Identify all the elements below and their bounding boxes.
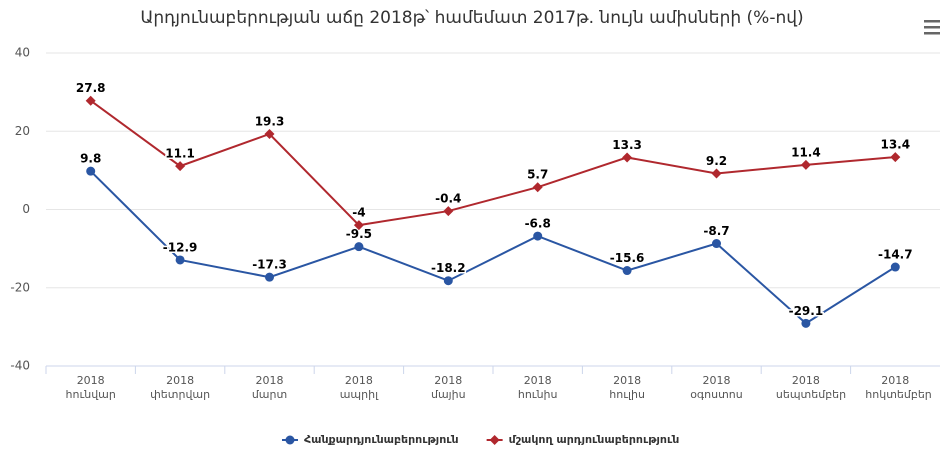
point bbox=[890, 152, 901, 163]
point bbox=[353, 220, 364, 231]
data-label: 11.1 bbox=[165, 147, 195, 161]
point bbox=[532, 182, 543, 193]
point bbox=[86, 166, 96, 176]
point bbox=[800, 159, 811, 170]
x-tick-label: 2018 մայիս bbox=[430, 374, 466, 401]
point bbox=[622, 152, 633, 163]
menu-icon[interactable] bbox=[924, 20, 940, 35]
data-label: -0.4 bbox=[435, 192, 461, 206]
point bbox=[175, 255, 185, 265]
data-label: -8.7 bbox=[703, 224, 729, 238]
x-tick-label: 2018 հոկտեմբեր bbox=[865, 374, 932, 401]
data-label: 27.8 bbox=[76, 81, 106, 95]
data-label: -29.1 bbox=[789, 304, 824, 318]
point bbox=[85, 95, 96, 106]
point bbox=[265, 272, 274, 282]
point bbox=[354, 242, 364, 252]
point bbox=[890, 262, 900, 272]
x-tick-label: 2018 սեպտեմբեր bbox=[775, 374, 847, 401]
data-label: -9.5 bbox=[346, 227, 372, 241]
data-label: 19.3 bbox=[255, 114, 285, 128]
x-tick-label: 2018 հուլիս bbox=[609, 374, 645, 401]
point bbox=[175, 161, 186, 172]
data-label: 13.3 bbox=[612, 138, 642, 152]
point bbox=[801, 318, 811, 328]
legend-marker bbox=[285, 435, 295, 445]
data-label: -18.2 bbox=[431, 261, 466, 275]
data-label: 9.8 bbox=[80, 152, 101, 166]
chart-title: Արդյունաբերության աճը 2018թ՝ համեմատ 201… bbox=[140, 8, 803, 28]
data-label: 11.4 bbox=[791, 145, 821, 159]
data-label: 5.7 bbox=[527, 168, 548, 182]
y-tick-label: -20 bbox=[10, 280, 30, 294]
data-label: -15.6 bbox=[610, 251, 645, 265]
data-label: 13.4 bbox=[880, 138, 910, 152]
y-tick-label: 40 bbox=[15, 46, 30, 60]
series-line bbox=[90, 99, 896, 227]
point bbox=[712, 239, 721, 249]
y-tick-label: 20 bbox=[15, 124, 30, 138]
x-tick-label: 2018 հունվար bbox=[65, 374, 116, 401]
point bbox=[443, 206, 454, 217]
x-tick-label: 2018 հունիս bbox=[517, 374, 558, 401]
legend-marker bbox=[489, 435, 500, 445]
data-label: -6.8 bbox=[525, 217, 551, 231]
data-label: -12.9 bbox=[163, 240, 198, 254]
data-label: 9.2 bbox=[706, 154, 727, 168]
point bbox=[443, 276, 453, 286]
y-tick-label: 0 bbox=[22, 202, 30, 216]
data-label: -4 bbox=[352, 206, 365, 220]
point bbox=[264, 128, 275, 139]
y-tick-label: -40 bbox=[10, 359, 30, 373]
x-tick-label: 2018 փետրվար bbox=[150, 374, 211, 401]
point bbox=[533, 231, 543, 241]
legend-label: Հանքարդյունաբերություն bbox=[304, 433, 459, 446]
data-label: -17.3 bbox=[252, 258, 287, 272]
x-tick-label: 2018 մարտ bbox=[251, 374, 288, 401]
x-tick-label: 2018 օգոստոս bbox=[690, 374, 743, 401]
x-tick-label: 2018 ապրիլ bbox=[339, 374, 379, 401]
point bbox=[711, 168, 722, 179]
series-line bbox=[89, 170, 896, 325]
legend-label: մշակող արդյունաբերություն bbox=[509, 433, 680, 446]
data-label: -14.7 bbox=[878, 248, 913, 262]
point bbox=[622, 266, 632, 276]
